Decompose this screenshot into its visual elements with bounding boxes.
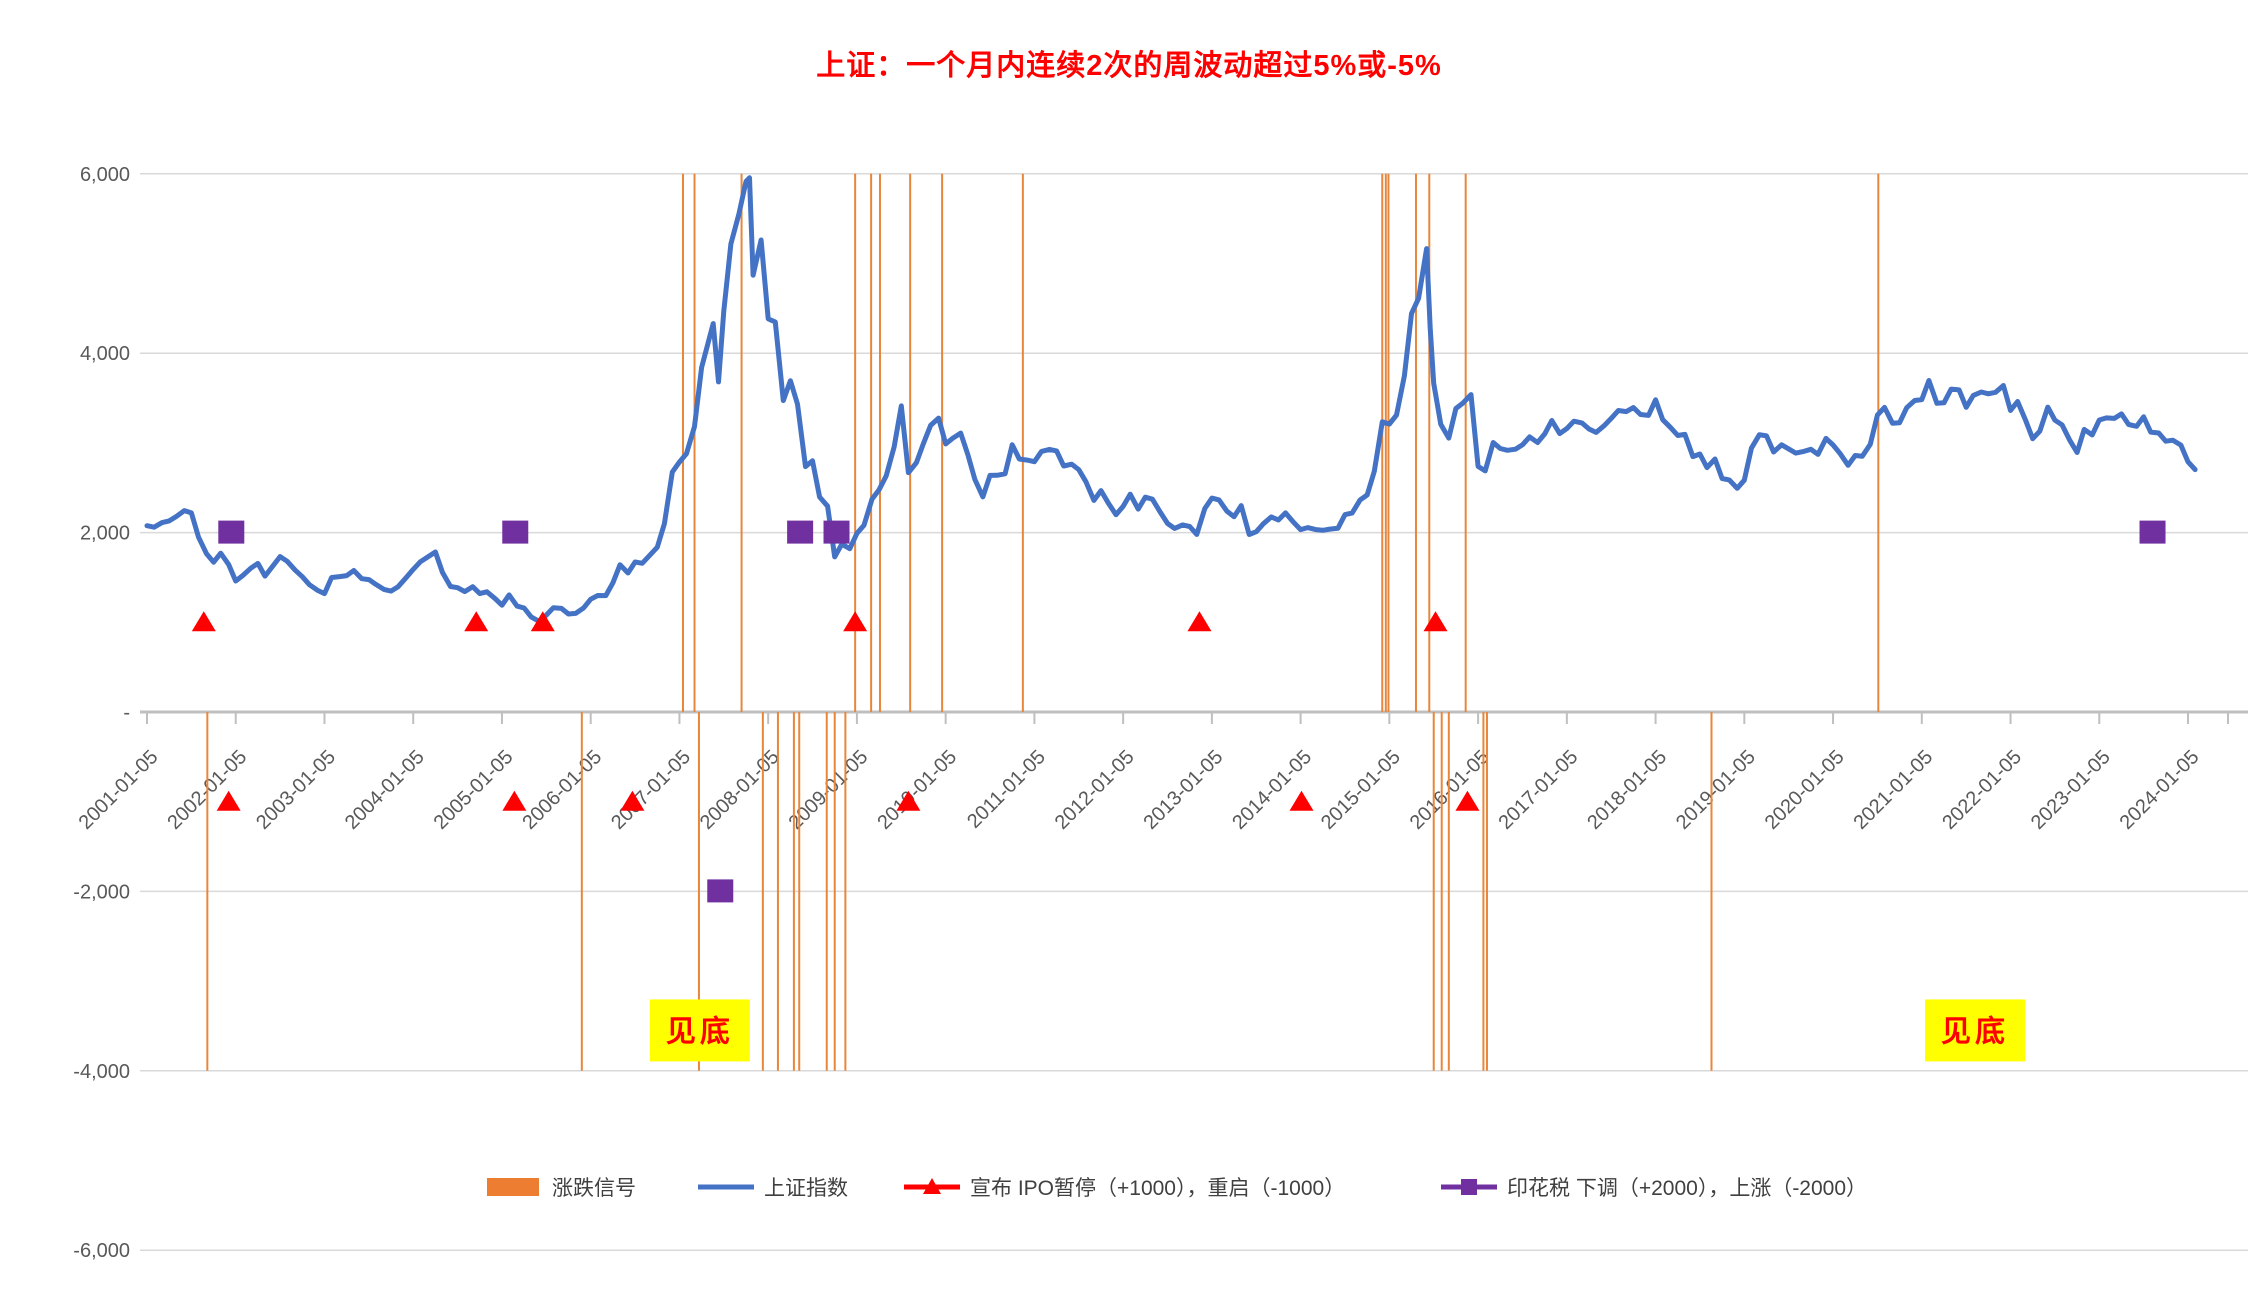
x-axis-label: 2017-01-05 [1494, 746, 1582, 834]
x-axis-label: 2004-01-05 [341, 746, 429, 834]
x-axis-label: 2011-01-05 [963, 746, 1050, 833]
x-axis-label: 2013-01-05 [1140, 746, 1228, 834]
x-axis-label: 2008-01-05 [696, 746, 784, 834]
y-axis-label: 6,000 [80, 164, 130, 186]
ipo-suspend-marker [843, 611, 868, 632]
ipo-restart-marker [502, 790, 527, 811]
x-axis-label: 2009-01-05 [785, 746, 873, 834]
x-axis-label: 2012-01-05 [1051, 746, 1139, 834]
purple-square-marker-icon [1441, 1179, 1497, 1195]
y-axis-label: -2,000 [73, 881, 130, 903]
bottom-annotation-label: 见底 [1941, 1015, 2009, 1048]
x-axis-label: 2019-01-05 [1672, 746, 1760, 834]
stamp-cut-marker [787, 520, 814, 544]
legend-label: 宣布 IPO暂停（+1000），重启（-1000） [970, 1177, 1346, 1200]
ipo-suspend-marker [464, 611, 489, 632]
stamp-cut-marker [823, 520, 850, 544]
y-axis-label: -4,000 [73, 1061, 130, 1083]
x-axis-label: 2005-01-05 [430, 746, 518, 834]
x-axis-label: 2007-01-05 [607, 746, 695, 834]
stamp-cut-marker [218, 520, 245, 544]
legend-item-2[interactable]: 上证指数 [697, 1165, 848, 1209]
y-axis-label: - [123, 702, 130, 724]
x-axis-label: 2003-01-05 [252, 746, 340, 834]
index-line [144, 175, 2198, 624]
ipo-restart-marker [1455, 790, 1480, 811]
y-axis-label: 4,000 [80, 343, 130, 365]
ipo-suspend-marker [1423, 611, 1448, 632]
bottom-annotation [1925, 999, 2026, 1062]
orange-bar-swatch-icon [487, 1178, 539, 1196]
ipo-restart-marker [1289, 790, 1314, 811]
x-axis-label: 2024-01-05 [2116, 746, 2204, 834]
y-axis-label: 2,000 [80, 523, 130, 545]
bottom-annotation [649, 999, 750, 1062]
ipo-suspend-marker [191, 611, 216, 632]
stamp-raise-marker [707, 879, 734, 903]
legend-item-4[interactable]: 印花税 下调（+2000），上涨（-2000） [1440, 1165, 1867, 1209]
x-axis-label: 2014-01-05 [1228, 746, 1316, 834]
blue-line-swatch-icon [698, 1184, 754, 1190]
stamp-cut-marker [502, 520, 529, 544]
legend-label: 印花税 下调（+2000），上涨（-2000） [1507, 1177, 1868, 1200]
legend-item-1[interactable]: 涨跌信号 [485, 1165, 636, 1209]
bottom-annotation-label: 见底 [666, 1015, 734, 1048]
red-triangle-marker-icon [904, 1178, 960, 1194]
ipo-restart-marker [620, 790, 645, 811]
x-axis-label: 2006-01-05 [518, 746, 606, 834]
ipo-restart-marker [896, 790, 921, 811]
x-axis-label: 2020-01-05 [1761, 746, 1849, 834]
ipo-suspend-marker [1187, 611, 1212, 632]
stamp-cut-marker [2139, 520, 2166, 544]
chart-title: 上证：一个月内连续2次的周波动超过5%或-5% [816, 50, 1442, 82]
x-axis-label: 2022-01-05 [1938, 746, 2026, 834]
ipo-suspend-marker [530, 611, 555, 632]
x-axis-label: 2001-01-05 [75, 746, 163, 834]
legend-label: 涨跌信号 [552, 1177, 636, 1200]
x-axis-label: 2023-01-05 [2027, 746, 2115, 834]
x-axis-label: 2018-01-05 [1583, 746, 1671, 834]
ipo-restart-marker [216, 790, 241, 811]
legend-label: 上证指数 [764, 1177, 848, 1200]
legend-item-3[interactable]: 宣布 IPO暂停（+1000），重启（-1000） [903, 1165, 1345, 1209]
x-axis-label: 2015-01-05 [1317, 746, 1405, 834]
y-axis-label: -6,000 [73, 1240, 130, 1262]
x-axis-label: 2010-01-05 [873, 746, 961, 834]
x-axis-label: 2021-01-05 [1849, 746, 1937, 834]
